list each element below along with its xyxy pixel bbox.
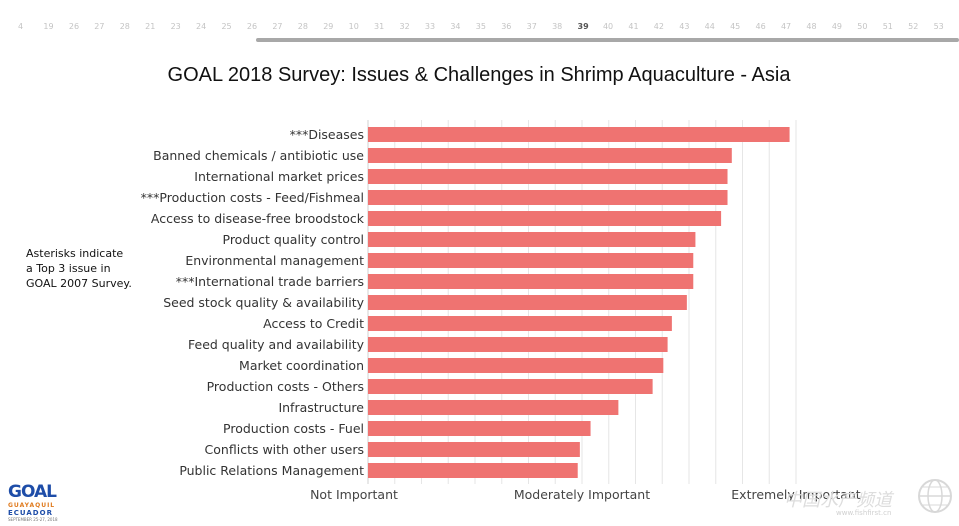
ruler-tick: 37 (526, 22, 537, 31)
ruler-tick: 52 (908, 22, 919, 31)
logo-text: GOAL (8, 482, 57, 502)
ruler-tick: 31 (374, 22, 385, 31)
category-label: Production costs - Fuel (223, 421, 364, 436)
ruler-tick: 26 (68, 22, 80, 31)
bar (368, 316, 672, 331)
category-label: ***Diseases (290, 127, 364, 142)
ruler-tick: 23 (170, 22, 181, 31)
ruler-tick: 28 (119, 22, 130, 31)
category-label: Access to disease-free broodstock (151, 211, 365, 226)
bar (368, 463, 578, 478)
globe-icon (918, 479, 952, 513)
ruler-tick: 38 (552, 22, 563, 31)
ruler-tick: 41 (628, 22, 639, 31)
category-label: International market prices (194, 169, 364, 184)
logo-sub1: GUAYAQUIL (8, 502, 56, 509)
asterisk-note: Asterisks indicate a Top 3 issue in GOAL… (26, 246, 146, 291)
horizontal-scrollbar[interactable] (256, 38, 959, 42)
category-label: Infrastructure (278, 400, 364, 415)
x-tick-label: Moderately Important (514, 487, 650, 502)
bar (368, 127, 790, 142)
ruler-tick: 27 (272, 22, 283, 31)
bar (368, 421, 591, 436)
bar (368, 190, 728, 205)
ruler-tick: 28 (297, 22, 308, 31)
ruler-tick: 43 (679, 22, 690, 31)
x-tick-label: Not Important (310, 487, 398, 502)
ruler-tick: 39 (577, 22, 589, 31)
ruler-tick: 48 (806, 22, 817, 31)
goal-logo: GOAL GUAYAQUIL ECUADOR SEPTEMBER 25-27, … (8, 482, 68, 522)
bar (368, 169, 728, 184)
bar (368, 274, 694, 289)
category-label: Access to Credit (263, 316, 364, 331)
ruler-tick: 25 (221, 22, 232, 31)
note-line: a Top 3 issue in (26, 262, 111, 275)
category-label: ***International trade barriers (176, 274, 364, 289)
ruler-tick: 26 (246, 22, 258, 31)
ruler-tick: 36 (501, 22, 512, 31)
ruler-tick: 42 (653, 22, 664, 31)
category-label: Public Relations Management (179, 463, 364, 478)
ruler-tick: 27 (94, 22, 105, 31)
ruler-tick: 29 (323, 22, 334, 31)
ruler-tick: 53 (933, 22, 944, 31)
bar (368, 379, 653, 394)
bar (368, 232, 696, 247)
ruler-tick: 51 (882, 22, 893, 31)
bar (368, 211, 722, 226)
category-label: Product quality control (223, 232, 365, 247)
bar (368, 358, 664, 373)
category-label: Banned chemicals / antibiotic use (153, 148, 364, 163)
category-label: Production costs - Others (207, 379, 364, 394)
ruler-tick: 47 (780, 22, 792, 31)
watermark-text: 中国水产频道 (784, 490, 892, 511)
category-label: Seed stock quality & availability (163, 295, 364, 310)
ruler-tick: 33 (424, 22, 436, 31)
ruler-tick: 40 (602, 22, 614, 31)
watermark-url: www.fishfirst.cn (836, 509, 892, 517)
ruler-tick: 35 (475, 22, 486, 31)
x-tick-label: Extremely Important (731, 487, 861, 502)
bar (368, 442, 580, 457)
ruler-tick: 45 (730, 22, 741, 31)
ruler-tick: 21 (145, 22, 156, 31)
ruler-tick: 44 (704, 22, 715, 31)
ruler-tick: 49 (831, 22, 843, 31)
bar (368, 337, 668, 352)
ruler-tick: 10 (348, 22, 359, 31)
category-label: ***Production costs - Feed/Fishmeal (141, 190, 364, 205)
bar (368, 253, 694, 268)
chart-title: GOAL 2018 Survey: Issues & Challenges in… (167, 64, 791, 86)
logo-sub2: ECUADOR (8, 509, 53, 517)
ruler-tick: 46 (755, 22, 766, 31)
ruler-tick: 50 (857, 22, 868, 31)
category-label: Environmental management (185, 253, 364, 268)
bar (368, 148, 732, 163)
ruler-tick: 19 (43, 22, 54, 31)
category-label: Feed quality and availability (188, 337, 365, 352)
ruler-tick: 34 (450, 22, 461, 31)
category-label: Conflicts with other users (205, 442, 364, 457)
ruler-tick: 4 (18, 22, 24, 31)
bar (368, 295, 687, 310)
logo-sub3: SEPTEMBER 25-27, 2018 (8, 517, 58, 522)
bar (368, 400, 619, 415)
note-line: GOAL 2007 Survey. (26, 277, 132, 290)
ruler-tick: 32 (399, 22, 410, 31)
note-line: Asterisks indicate (26, 247, 124, 260)
ruler-tick: 24 (196, 22, 207, 31)
category-label: Market coordination (239, 358, 364, 373)
ruler-bar: 4 19 26 27 28 21 23 24 25 26 27 28 29 10 31 32 33 34 35 36 3… (0, 20, 959, 36)
